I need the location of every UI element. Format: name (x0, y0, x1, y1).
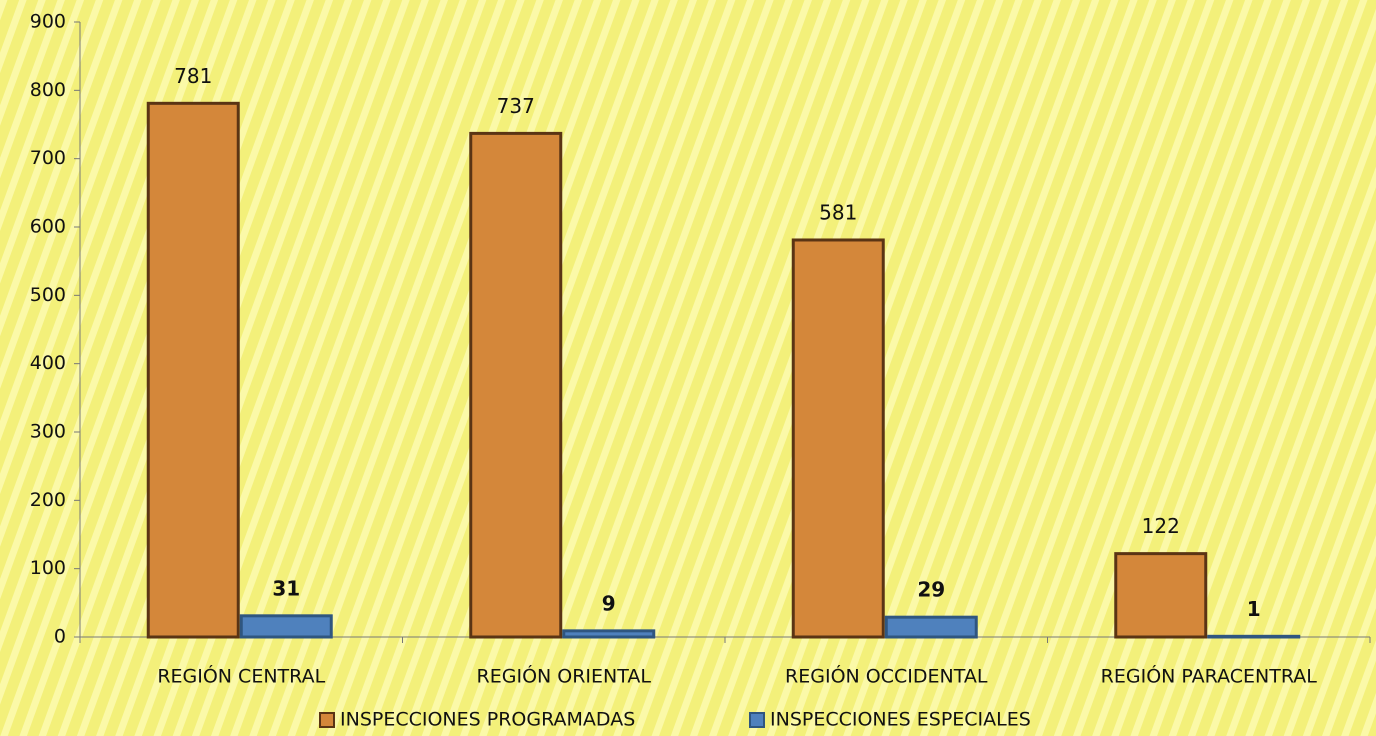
data-label: 31 (272, 576, 300, 600)
y-tick-label: 200 (30, 489, 66, 511)
y-tick-label: 700 (30, 147, 66, 169)
bar (884, 615, 978, 639)
y-tick-label: 400 (30, 352, 66, 374)
y-tick-label: 300 (30, 421, 66, 443)
data-label: 9 (602, 591, 616, 615)
x-tick-label: REGIÓN OCCIDENTAL (785, 664, 988, 688)
x-tick-label: REGIÓN ORIENTAL (477, 664, 652, 688)
data-label: 581 (819, 200, 857, 224)
legend-label: INSPECCIONES PROGRAMADAS (340, 709, 635, 731)
legend-swatch (749, 712, 765, 728)
bar (239, 614, 333, 639)
y-tick-label: 500 (30, 284, 66, 306)
data-label: 29 (917, 578, 945, 602)
bar (562, 629, 656, 639)
y-tick-label: 900 (30, 11, 66, 33)
bar (146, 101, 240, 639)
legend-swatch (319, 712, 335, 728)
data-label: 781 (174, 64, 212, 88)
data-label: 1 (1247, 597, 1261, 621)
bar (1207, 634, 1301, 639)
y-tick-label: 0 (54, 626, 66, 648)
y-tick-label: 600 (30, 216, 66, 238)
bar (469, 131, 563, 639)
bar (791, 238, 885, 639)
x-tick-label: REGIÓN CENTRAL (157, 664, 325, 688)
x-tick-label: REGIÓN PARACENTRAL (1101, 664, 1318, 688)
y-tick-label: 100 (30, 557, 66, 579)
bar (1114, 552, 1208, 639)
data-label: 737 (497, 94, 535, 118)
y-tick-label: 800 (30, 79, 66, 101)
legend-label: INSPECCIONES ESPECIALES (770, 709, 1031, 731)
data-label: 122 (1142, 514, 1180, 538)
